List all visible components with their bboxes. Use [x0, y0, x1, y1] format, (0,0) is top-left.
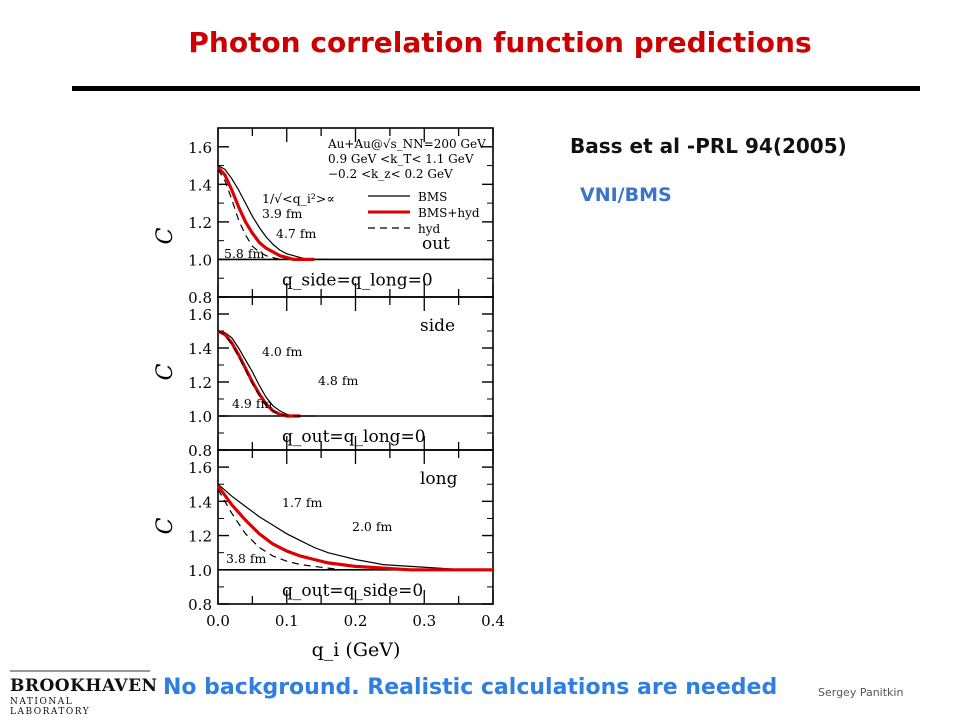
panel-header-line: 0.9 GeV <k_T< 1.1 GeV — [328, 152, 474, 166]
radius-label: 5.8 fm — [224, 246, 264, 261]
legend-label: BMS+hyd — [418, 206, 480, 220]
radius-label: 4.9 fm — [232, 396, 272, 411]
x-tick-label: 0.0 — [206, 612, 230, 630]
y-tick-label: 0.8 — [188, 442, 212, 460]
x-tick-label: 0.1 — [275, 612, 299, 630]
panel-long: 0.8 1.0 1.2 1.4 1.6 long q_out=q_side=0 — [188, 449, 494, 614]
panel-side: 0.8 1.0 1.2 1.4 1.6 side q_out=q_long=0 — [188, 296, 494, 460]
x-tick-label: 0.2 — [344, 612, 368, 630]
legend-label: hyd — [418, 222, 441, 236]
y-tick-label: 1.2 — [188, 374, 212, 392]
model-label: VNI/BMS — [580, 184, 672, 206]
panel-header-line: −0.2 <k_z< 0.2 GeV — [328, 167, 453, 181]
y-tick-label: 1.4 — [188, 493, 212, 511]
y-tick-label: 1.6 — [188, 139, 212, 157]
panel-condition: q_side=q_long=0 — [282, 270, 433, 290]
x-axis-label: q_i (GeV) — [312, 639, 401, 661]
radius-label: 3.8 fm — [226, 551, 266, 566]
panel-condition: q_out=q_side=0 — [282, 581, 423, 601]
series-hyd — [217, 489, 356, 571]
series-bms — [217, 483, 493, 571]
y-axis-label-long: C — [153, 517, 178, 534]
y-tick-label: 1.4 — [188, 340, 212, 358]
radius-label: 4.0 fm — [262, 344, 302, 359]
series-bms-plus-hyd — [216, 484, 493, 572]
y-tick-label: 1.0 — [188, 251, 212, 269]
panel-label: long — [420, 469, 458, 489]
panel-label: side — [420, 316, 455, 336]
radius-label: 1/√<q_i²>∝ — [262, 191, 335, 206]
radius-label: 1.7 fm — [282, 495, 322, 510]
logo-line1: BROOKHAVEN — [10, 676, 158, 696]
y-tick-label: 1.2 — [188, 214, 212, 232]
panel-out: 0.8 1.0 1.2 1.4 1.6 out q_side=q_long=0 — [188, 127, 494, 307]
title-underline — [72, 86, 920, 91]
y-axis-label-side: C — [153, 363, 178, 380]
radius-label: 3.9 fm — [262, 206, 302, 221]
x-tick-label: 0.3 — [412, 612, 436, 630]
logo-line2: NATIONAL LABORATORY — [10, 697, 91, 717]
author-name: Sergey Panitkin — [818, 686, 904, 699]
y-tick-label: 1.0 — [188, 408, 212, 426]
radius-label: 4.8 fm — [318, 373, 358, 388]
series-hyd — [217, 330, 301, 417]
y-tick-label: 1.0 — [188, 562, 212, 580]
footer-note: No background. Realistic calculations ar… — [163, 675, 778, 700]
reference-citation: Bass et al -PRL 94(2005) — [570, 134, 847, 158]
logo-rule — [10, 670, 150, 672]
y-tick-label: 1.6 — [188, 306, 212, 324]
series-bms-plus-hyd — [216, 166, 315, 261]
legend-label: BMS — [418, 190, 447, 204]
y-tick-label: 0.8 — [188, 596, 212, 614]
y-tick-label: 1.6 — [188, 459, 212, 477]
panel-condition: q_out=q_long=0 — [282, 427, 426, 447]
series-hyd — [217, 168, 287, 260]
radius-label: 2.0 fm — [352, 519, 392, 534]
brookhaven-logo: BROOKHAVEN NATIONAL LABORATORY — [10, 670, 158, 717]
y-tick-label: 1.2 — [188, 528, 212, 546]
y-tick-label: 0.8 — [188, 289, 212, 307]
panel-label: out — [422, 234, 450, 254]
slide-title: Photon correlation function predictions — [188, 26, 812, 59]
x-tick-label: 0.4 — [481, 612, 505, 630]
y-axis-label-out: C — [153, 227, 178, 244]
panel-header-line: Au+Au@√s_NN=200 GeV — [327, 137, 486, 151]
y-tick-label: 1.4 — [188, 176, 212, 194]
radius-label: 4.7 fm — [276, 226, 316, 241]
